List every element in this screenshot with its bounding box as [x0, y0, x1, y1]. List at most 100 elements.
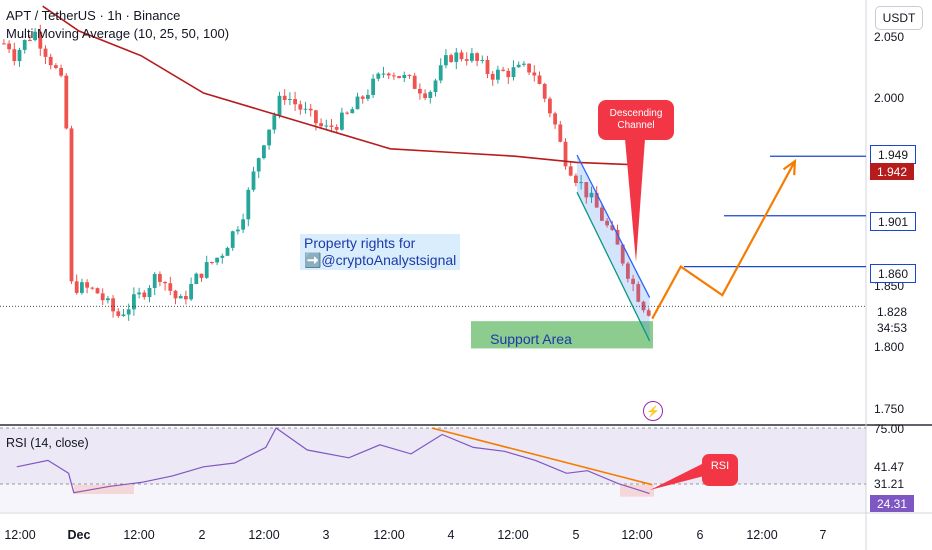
time-tick: 12:00 — [373, 528, 405, 542]
candle-body — [54, 65, 58, 68]
candle-body — [303, 108, 308, 110]
candle-body — [147, 288, 152, 298]
candle-body — [444, 55, 448, 66]
candle-body — [288, 99, 292, 101]
candle-body — [267, 129, 271, 146]
rsi-title[interactable]: RSI (14, close) — [6, 436, 89, 450]
candle-body — [568, 166, 573, 176]
candle-body — [184, 296, 188, 300]
rsi-tick: 41.47 — [874, 460, 905, 474]
support-area-label: Support Area — [490, 331, 572, 347]
last-price-badge: 1.828 — [870, 303, 914, 320]
candle-body — [527, 63, 531, 73]
candle-body — [272, 115, 277, 130]
candle-body — [558, 124, 563, 142]
countdown-badge: 34:53 — [870, 319, 914, 336]
candle-body — [293, 99, 297, 105]
candle-body — [189, 284, 193, 300]
candle-body — [2, 43, 6, 45]
candle-body — [246, 189, 251, 220]
candle-body — [470, 53, 474, 61]
candle-body — [355, 96, 360, 110]
candle-body — [38, 31, 43, 49]
candle-body — [537, 75, 542, 84]
rsi-current-badge: 24.31 — [870, 495, 914, 512]
candle-body — [376, 73, 381, 79]
candle-body — [516, 64, 521, 68]
candle-body — [163, 281, 167, 284]
ma-value-badge: 1.942 — [870, 163, 914, 180]
symbol-title[interactable]: APT / TetherUS · 1h · Binance — [6, 8, 181, 23]
price-tick: 2.050 — [874, 30, 905, 44]
time-tick: 12:00 — [248, 528, 280, 542]
candle-body — [17, 49, 22, 62]
candle-body — [412, 75, 417, 89]
descending-label-line-2: Channel — [617, 120, 655, 131]
lightning-icon[interactable]: ⚡ — [643, 401, 663, 421]
candle-body — [506, 70, 511, 78]
candle-body — [605, 220, 609, 226]
candle-body — [522, 63, 526, 65]
candle-body — [371, 78, 375, 95]
candle-body — [600, 207, 604, 221]
candle-body — [142, 292, 147, 298]
level-badge-1949: 1.949 — [870, 145, 916, 164]
candle-body — [584, 182, 589, 198]
watermark-text: Property rights for ➡️@cryptoAnalystsign… — [300, 234, 461, 270]
time-tick: 7 — [819, 528, 827, 542]
candle-body — [449, 55, 453, 62]
channel-upper-line — [576, 154, 651, 298]
candle-body — [548, 98, 552, 114]
candle-body — [392, 75, 396, 77]
candle-body — [345, 112, 349, 114]
candle-body — [48, 56, 53, 66]
candle-body — [563, 141, 568, 167]
time-tick: 2 — [198, 528, 206, 542]
candle-body — [22, 40, 27, 50]
candle-body — [241, 219, 245, 230]
candle-body — [111, 298, 115, 312]
candle-body — [428, 91, 433, 99]
time-tick: 12:00 — [621, 528, 653, 542]
candle-body — [438, 65, 443, 81]
rsi-tick: 75.00 — [874, 422, 905, 436]
candle-body — [397, 76, 401, 78]
candle-body — [43, 48, 48, 57]
candle-body — [230, 231, 235, 248]
candle-body — [282, 95, 287, 100]
candle-body — [126, 309, 131, 315]
descending-callout-box — [598, 100, 674, 140]
candle-body — [121, 314, 126, 316]
candle-body — [454, 52, 459, 62]
candle-body — [262, 145, 266, 159]
rsi-oversold-fill — [620, 484, 654, 497]
candle-body — [95, 288, 100, 294]
time-tick: 12:00 — [746, 528, 778, 542]
candle-body — [28, 40, 32, 42]
candle-body — [137, 292, 141, 295]
currency-button[interactable]: USDT — [875, 6, 923, 30]
projection-arrow-head — [782, 158, 797, 176]
candle-body — [631, 278, 635, 285]
candle-body — [402, 74, 407, 78]
price-pane-bg — [0, 0, 866, 424]
candle-body — [152, 274, 157, 289]
candle-body — [574, 175, 578, 184]
candle-body — [418, 88, 422, 94]
candle-body — [381, 73, 386, 75]
candle-body — [329, 125, 334, 127]
candle-body — [314, 110, 318, 124]
indicator-title[interactable]: Multi Moving Average (10, 25, 50, 100) — [6, 26, 230, 41]
candle-body — [173, 290, 178, 299]
candle-body — [636, 284, 641, 302]
candle-body — [7, 43, 11, 50]
candle-body — [360, 96, 365, 99]
candle-body — [334, 126, 339, 130]
descending-label-line-1: Descending — [609, 108, 663, 119]
candle-body — [459, 52, 464, 60]
time-tick: 4 — [447, 528, 455, 542]
candle-body — [423, 93, 427, 99]
candle-body — [33, 31, 37, 41]
